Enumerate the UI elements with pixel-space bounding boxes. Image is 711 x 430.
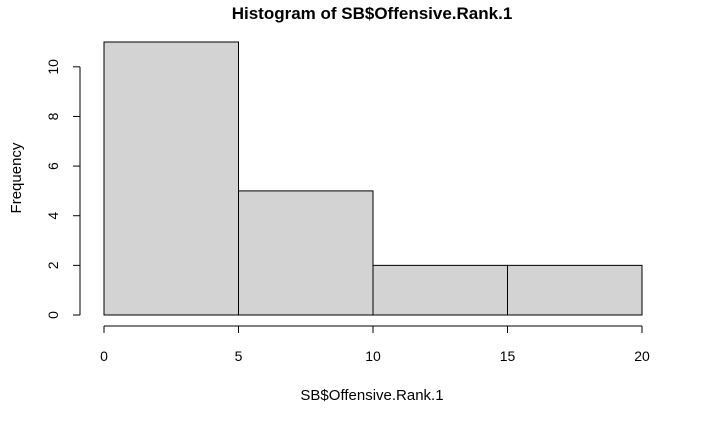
- chart-title: Histogram of SB$Offensive.Rank.1: [232, 4, 513, 23]
- y-tick-label-5: 10: [45, 59, 61, 75]
- y-axis-label: Frequency: [8, 142, 25, 213]
- y-tick-label-0: 0: [45, 311, 61, 319]
- y-tick-label-1: 2: [45, 261, 61, 269]
- histogram-bar-0: [103, 41, 239, 316]
- x-tick-label-1: 5: [235, 348, 243, 364]
- x-tick-label-3: 15: [500, 348, 516, 364]
- y-tick-label-3: 6: [45, 162, 61, 170]
- histogram-bar-3: [507, 264, 643, 316]
- bars-group: [103, 41, 643, 316]
- y-tick-label-4: 8: [45, 112, 61, 120]
- y-tick-label-2: 4: [45, 212, 61, 220]
- histogram-bar-2: [372, 264, 508, 316]
- x-axis-label: SB$Offensive.Rank.1: [300, 387, 443, 404]
- x-tick-label-0: 0: [100, 348, 108, 364]
- x-tick-label-4: 20: [634, 348, 650, 364]
- x-axis: 0 5 10 15 20: [100, 325, 650, 364]
- y-axis: 0 2 4 6 8 10: [45, 59, 81, 319]
- histogram-bar-1: [238, 190, 374, 316]
- x-tick-label-2: 10: [365, 348, 381, 364]
